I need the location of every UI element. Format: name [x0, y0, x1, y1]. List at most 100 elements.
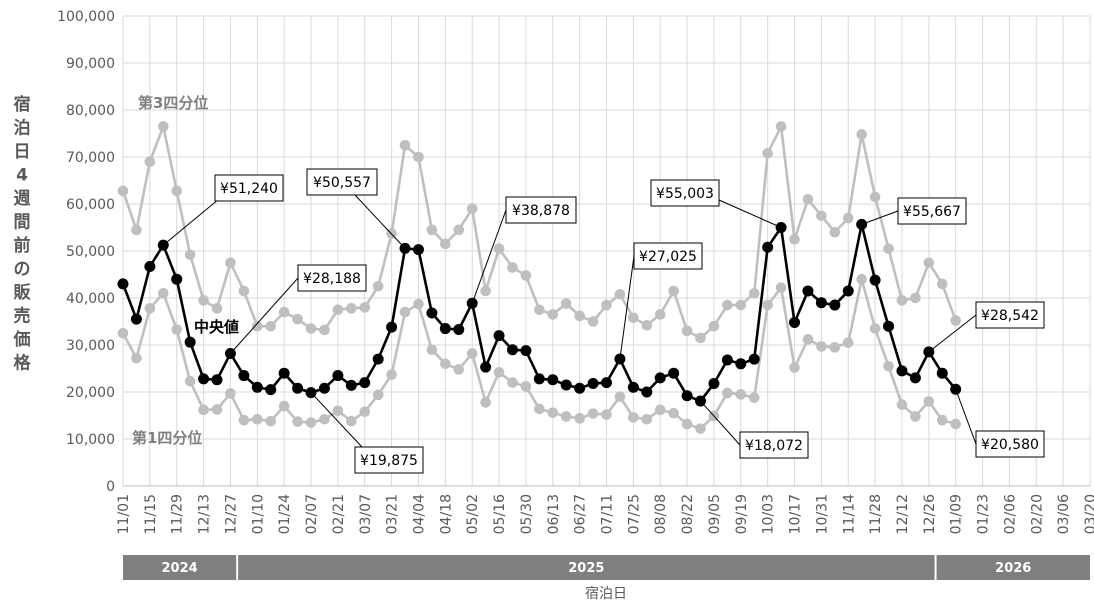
y-axis-title-char: 泊: [14, 119, 31, 139]
q1-point: [883, 360, 894, 372]
median-point: [130, 313, 142, 325]
q3-point: [413, 151, 424, 163]
median-point: [802, 285, 814, 297]
median-point: [842, 285, 854, 297]
q1-point: [695, 423, 706, 434]
grid-lines: [122, 15, 1091, 487]
q3-point: [896, 295, 908, 306]
median-point: [251, 381, 263, 393]
callout-label: ¥18,072: [745, 438, 803, 454]
q1-point: [184, 375, 196, 387]
callout-label: ¥27,025: [639, 249, 697, 265]
median-point: [386, 321, 398, 333]
x-tick-label: 07/11: [600, 494, 616, 534]
q3-point: [829, 226, 841, 238]
q1-point: [292, 416, 303, 427]
q1-point: [668, 407, 679, 419]
callout-leader: [354, 194, 406, 249]
q1-point: [816, 341, 827, 352]
q3-point: [923, 257, 935, 269]
q1-point: [440, 358, 451, 370]
x-tick-label: 12/13: [197, 494, 213, 534]
x-tick-label: 05/30: [519, 494, 535, 534]
median-point: [789, 316, 801, 328]
x-tick-label: 04/18: [438, 494, 454, 534]
median-point: [439, 323, 451, 335]
q3-point: [534, 304, 545, 316]
year-bands: 2024 2025 2026: [123, 555, 1090, 580]
q3-point: [789, 233, 800, 245]
q1-point: [319, 413, 330, 425]
axes: 0 10,000 20,000 30,000 40,000 50,000 60,000 70,…: [57, 9, 1094, 534]
y-axis-title-char: 週: [14, 189, 31, 209]
median-point: [762, 241, 774, 253]
q1-point: [372, 389, 384, 401]
q1-point: [722, 387, 733, 399]
q3-point: [493, 243, 505, 254]
median-point: [345, 379, 357, 391]
q1-point: [211, 404, 223, 415]
q1-point: [601, 409, 612, 420]
x-tick-label: 02/07: [304, 494, 320, 534]
q3-point: [802, 194, 814, 205]
q3-point: [574, 310, 585, 322]
q3-point: [695, 332, 706, 344]
y-tick-label: 40,000: [66, 291, 115, 307]
q3-point: [225, 257, 236, 269]
callout-box: [354, 446, 424, 474]
q3-point: [305, 323, 317, 334]
q1-point: [453, 364, 465, 375]
q1-point: [896, 399, 908, 410]
q3-point: [856, 129, 867, 140]
q3-point: [950, 315, 961, 326]
q1-point: [950, 418, 961, 430]
y-tick-label: 20,000: [66, 385, 115, 401]
x-tick-label: 02/21: [331, 494, 347, 534]
y-axis-title-char: 日: [14, 142, 31, 162]
callout-label: ¥38,878: [512, 203, 570, 219]
q1-point: [628, 412, 639, 423]
callout-leader: [700, 400, 741, 446]
x-tick-label: 11/29: [170, 494, 186, 534]
callout-label: ¥50,557: [313, 175, 371, 191]
x-tick-label: 03/07: [358, 494, 374, 534]
y-tick-label: 30,000: [66, 338, 115, 354]
q3-point: [681, 325, 693, 337]
callout-leader: [619, 255, 635, 360]
q1-point: [789, 362, 800, 373]
year-band: [238, 555, 935, 580]
q3-point: [628, 312, 639, 324]
q1-point: [144, 303, 156, 314]
x-tick-label: 07/25: [626, 494, 642, 534]
q3-point: [748, 288, 760, 299]
x-tick-label: 03/20: [1083, 494, 1094, 534]
q3-point: [614, 288, 626, 300]
x-tick-label: 01/23: [976, 494, 992, 534]
q3-point: [252, 320, 263, 332]
q1-point: [681, 418, 693, 430]
x-tick-label: 10/31: [814, 494, 830, 534]
q1-point: [748, 392, 760, 403]
median-point: [278, 367, 290, 379]
median-point: [654, 372, 666, 384]
q1-point: [265, 415, 277, 427]
q1-point: [225, 388, 236, 399]
callout-leader: [955, 389, 977, 445]
y-axis-title-char: 宿: [14, 94, 31, 115]
y-tick-label: 50,000: [66, 244, 115, 260]
q1-point: [305, 417, 317, 428]
callout-label: ¥55,667: [903, 204, 961, 220]
median-point: [896, 365, 908, 377]
q1-point: [252, 413, 263, 425]
callout-box: [975, 301, 1045, 329]
median-point: [560, 379, 572, 391]
q1-point: [534, 403, 545, 415]
year-label: 2025: [568, 561, 604, 576]
median-point: [533, 373, 545, 385]
q3-point: [936, 278, 948, 290]
median-point: [735, 358, 747, 370]
x-tick-label: 12/26: [922, 494, 938, 534]
q1-point: [426, 344, 438, 356]
q1-point: [480, 397, 491, 408]
x-tick-label: 09/05: [707, 494, 723, 534]
